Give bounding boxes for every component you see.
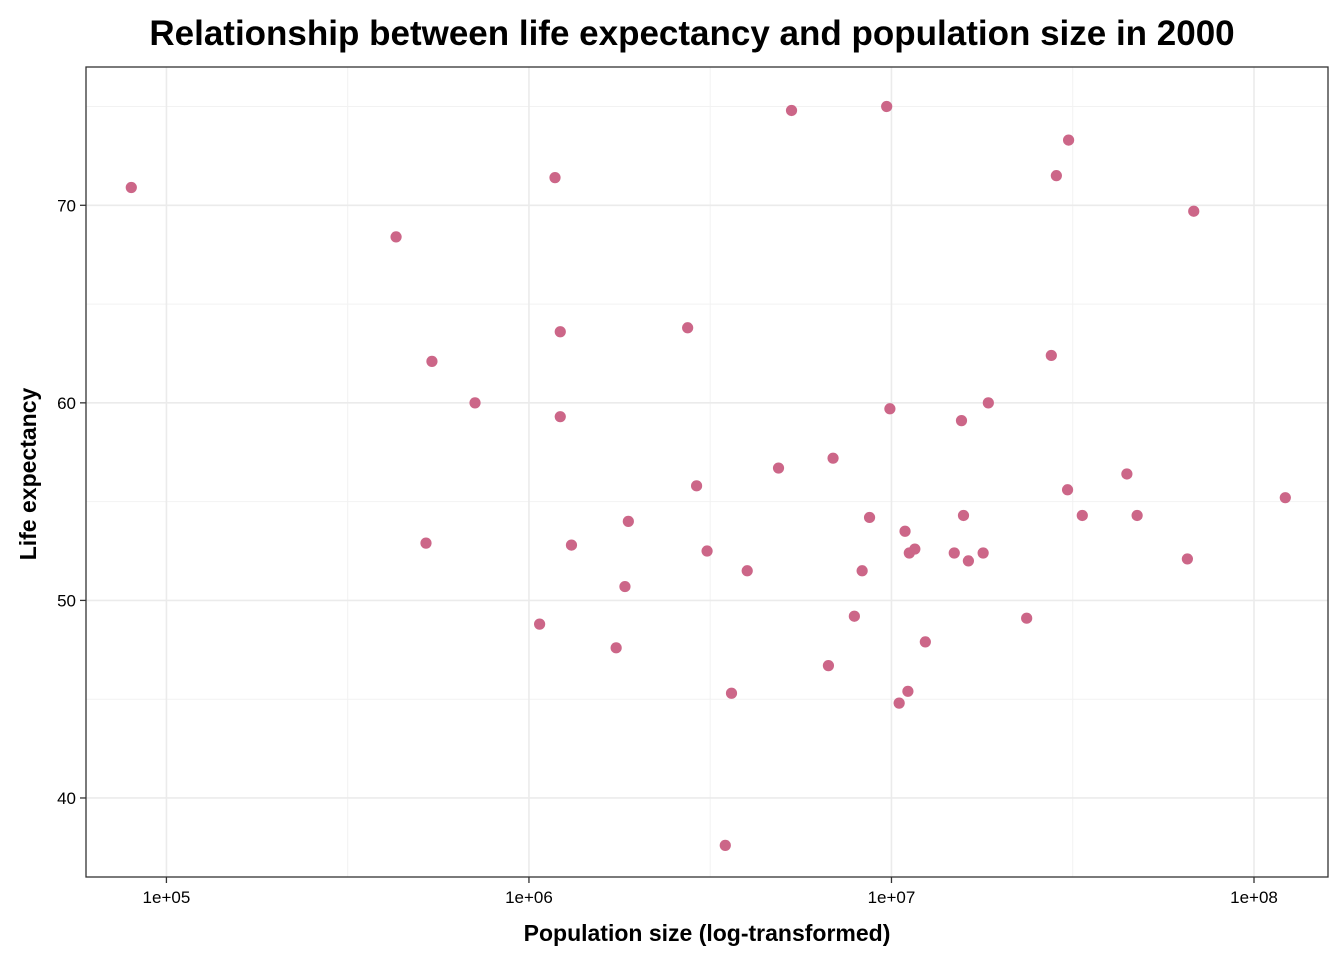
data-point — [469, 397, 481, 409]
y-tick-label: 40 — [57, 789, 76, 808]
data-point — [549, 172, 561, 184]
data-point — [909, 543, 921, 555]
x-tick-label: 1e+06 — [505, 888, 553, 907]
x-tick-label: 1e+05 — [143, 888, 191, 907]
x-axis: 1e+05 1e+06 1e+07 1e+08 — [143, 877, 1278, 907]
data-point — [619, 580, 631, 593]
data-point — [125, 181, 137, 194]
data-point — [554, 326, 566, 338]
data-point — [856, 565, 868, 577]
y-axis: 40 50 60 70 — [57, 196, 86, 808]
data-point — [1121, 468, 1133, 480]
panel-border — [85, 66, 1329, 878]
data-point — [1131, 509, 1143, 522]
major-gridlines — [86, 67, 1328, 877]
y-tick-label: 70 — [57, 196, 76, 215]
data-point — [772, 462, 785, 474]
data-point — [725, 687, 738, 699]
data-point — [919, 636, 931, 648]
data-point — [690, 480, 703, 492]
plot-panel — [85, 66, 1329, 878]
x-axis-title: Population size (log-transformed) — [524, 920, 891, 946]
data-point — [701, 545, 713, 557]
data-point — [977, 547, 989, 559]
data-point — [1062, 134, 1075, 146]
y-axis-title: Life expectancy — [15, 388, 41, 561]
data-point — [1279, 492, 1291, 504]
data-point — [881, 100, 893, 113]
data-point — [948, 547, 960, 559]
data-point — [955, 415, 968, 427]
data-point — [1050, 170, 1062, 182]
data-point — [1076, 509, 1088, 522]
data-point — [1061, 484, 1074, 496]
data-point — [827, 452, 839, 464]
y-tick-label: 60 — [57, 394, 76, 413]
data-point — [1045, 349, 1057, 362]
data-point — [1188, 205, 1200, 217]
data-point — [863, 511, 876, 524]
data-point — [957, 509, 970, 522]
data-point — [554, 411, 566, 423]
chart-title: Relationship between life expectancy and… — [149, 14, 1234, 53]
data-point — [1181, 553, 1193, 565]
data-point — [610, 642, 622, 654]
data-point — [741, 565, 753, 577]
data-point — [785, 104, 798, 117]
data-point — [719, 839, 731, 851]
data-point — [420, 537, 432, 549]
x-tick-label: 1e+08 — [1230, 888, 1278, 907]
data-point — [682, 322, 694, 334]
data-point — [902, 685, 914, 697]
data-point — [822, 660, 835, 672]
data-point — [982, 397, 994, 409]
data-point — [622, 515, 634, 527]
data-point — [884, 403, 896, 415]
data-point — [962, 555, 974, 567]
data-point — [390, 231, 402, 243]
data-point — [899, 525, 911, 537]
data-points — [125, 100, 1291, 851]
y-tick-label: 50 — [57, 591, 76, 610]
minor-gridlines — [86, 67, 1328, 877]
data-point — [534, 618, 546, 630]
x-tick-label: 1e+07 — [868, 888, 916, 907]
data-point — [426, 355, 438, 367]
data-point — [893, 697, 905, 709]
data-point — [848, 610, 860, 622]
data-point — [1021, 612, 1033, 624]
data-point — [565, 539, 578, 551]
